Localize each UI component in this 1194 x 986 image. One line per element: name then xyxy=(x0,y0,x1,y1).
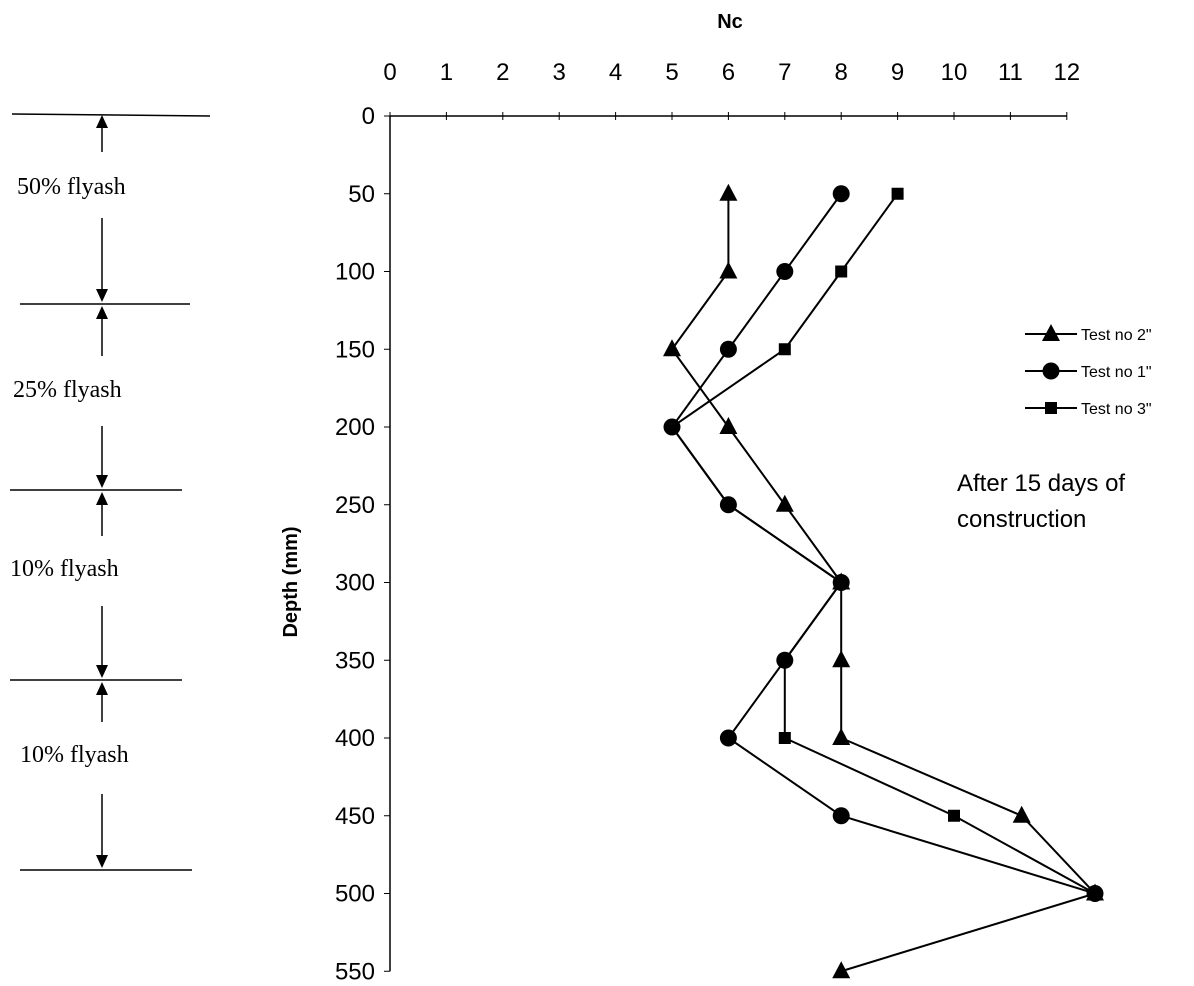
y-tick-label: 450 xyxy=(335,803,375,830)
y-tick-label: 550 xyxy=(335,958,375,985)
y-axis-title: Depth (mm) xyxy=(280,526,302,637)
legend-label: Test no 2" xyxy=(1081,327,1152,344)
y-tick-label: 300 xyxy=(335,570,375,597)
data-point-square xyxy=(835,265,848,278)
legend-marker-triangle xyxy=(1042,324,1060,341)
y-tick-label: 400 xyxy=(335,725,375,752)
series-line xyxy=(670,193,1096,895)
data-point-triangle xyxy=(832,728,851,745)
data-point-circle xyxy=(719,496,737,514)
chart: Nc Depth (mm) 0 1 2 3 4 5 6 7 8 9 10 11 12 050100150… xyxy=(280,11,1152,985)
legend-label: Test no 1" xyxy=(1081,364,1152,381)
data-point-triangle xyxy=(719,417,738,434)
layer-boundary xyxy=(11,113,211,117)
data-point-square xyxy=(778,343,791,356)
y-tick-label: 100 xyxy=(335,259,375,286)
legend: Test no 2" Test no 1" Test no 3" xyxy=(1025,324,1152,418)
annotation-line-2: construction xyxy=(957,506,1086,533)
data-point-triangle xyxy=(719,261,738,279)
data-point-triangle xyxy=(775,494,794,512)
series-circle xyxy=(663,185,1104,902)
data-point-circle xyxy=(663,418,681,436)
legend-item: Test no 3" xyxy=(1025,401,1152,418)
data-point-triangle xyxy=(1012,805,1031,823)
arrow-up-icon xyxy=(96,115,108,128)
legend-label: Test no 3" xyxy=(1081,401,1152,418)
annotation-line-1: After 15 days of xyxy=(957,470,1125,497)
arrow-down-icon xyxy=(96,665,108,678)
y-tick-label: 50 xyxy=(348,181,375,208)
x-axis-title: Nc xyxy=(717,11,743,33)
x-tick-label: 6 xyxy=(722,59,735,86)
legend-item: Test no 2" xyxy=(1025,324,1152,344)
x-tick-label: 2 xyxy=(496,59,509,86)
layer-label: 25% flyash xyxy=(13,377,122,403)
legend-item: Test no 1" xyxy=(1025,362,1152,381)
arrow-up-icon xyxy=(96,306,108,319)
layer-label: 10% flyash xyxy=(10,556,119,582)
data-point-circle xyxy=(832,185,850,203)
y-axis: 0 50 100 150 200 250 300 350 400 450 500 550 xyxy=(335,103,391,985)
data-point-triangle xyxy=(719,183,738,201)
arrow-down-icon xyxy=(96,855,108,868)
data-point-square xyxy=(948,809,960,822)
data-point-triangle xyxy=(832,650,851,668)
data-point-triangle xyxy=(663,339,681,357)
y-tick-label: 200 xyxy=(335,414,375,441)
y-tick-label: 500 xyxy=(335,881,375,908)
data-point-triangle xyxy=(1086,883,1104,901)
arrow-down-icon xyxy=(96,289,108,302)
series-layer xyxy=(663,183,1104,979)
data-point-square xyxy=(891,187,904,200)
layer-diagram: 50% flyash 25% flyash 10% flyash 10% fly… xyxy=(10,113,211,871)
data-point-circle xyxy=(719,340,737,358)
data-point-circle xyxy=(776,263,794,280)
x-tick-label: 8 xyxy=(835,59,848,86)
legend-marker-circle xyxy=(1042,362,1060,380)
data-point-circle xyxy=(832,807,850,825)
x-tick-label: 12 xyxy=(1053,59,1080,86)
layer-label: 50% flyash xyxy=(17,174,126,200)
x-tick-label: 3 xyxy=(553,59,566,86)
y-tick-label: 350 xyxy=(335,647,375,674)
data-point-triangle xyxy=(832,961,851,979)
data-point-square xyxy=(778,732,791,744)
data-point-circle xyxy=(776,651,794,669)
legend-marker-square xyxy=(1045,402,1057,414)
y-tick-label: 0 xyxy=(362,103,375,130)
series-line xyxy=(670,193,1096,895)
arrow-up-icon xyxy=(96,492,108,505)
x-tick-label: 4 xyxy=(609,59,622,86)
x-tick-label: 11 xyxy=(998,59,1023,86)
x-tick-label: 1 xyxy=(440,59,453,86)
arrow-down-icon xyxy=(96,475,108,488)
data-point-triangle xyxy=(832,572,851,590)
x-axis: 0 1 2 3 4 5 6 7 8 9 10 11 12 xyxy=(383,59,1080,120)
x-tick-label: 10 xyxy=(941,59,968,86)
x-tick-label: 9 xyxy=(891,59,904,86)
series-square xyxy=(666,187,1101,900)
x-tick-label: 0 xyxy=(383,59,396,86)
x-tick-label: 5 xyxy=(665,59,678,86)
series-line xyxy=(670,193,1097,973)
layer-label: 10% flyash xyxy=(20,742,129,768)
x-tick-label: 7 xyxy=(778,59,791,86)
data-point-circle xyxy=(719,729,737,747)
y-tick-label: 150 xyxy=(335,336,375,363)
y-tick-label: 250 xyxy=(335,492,375,519)
arrow-up-icon xyxy=(96,682,108,695)
series-triangle xyxy=(663,183,1104,979)
